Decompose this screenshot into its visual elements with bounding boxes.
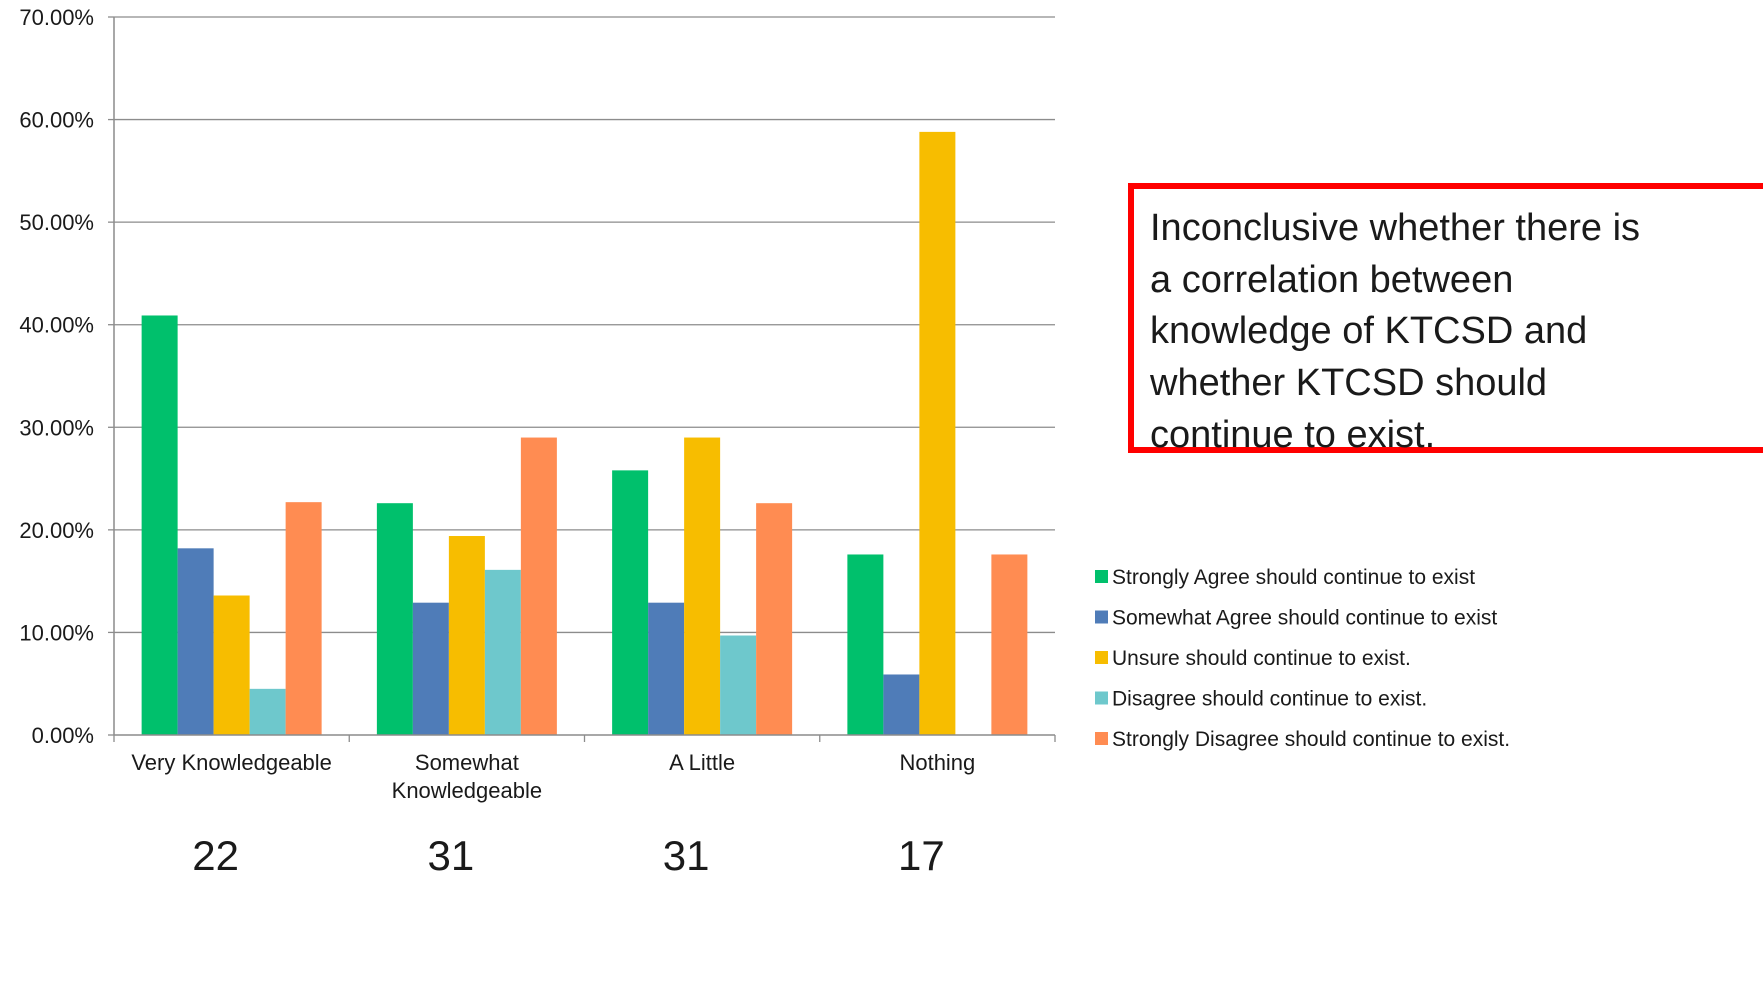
category-label: Very Knowledgeable bbox=[131, 750, 332, 775]
y-tick-label: 30.00% bbox=[19, 415, 94, 440]
y-tick-label: 50.00% bbox=[19, 210, 94, 235]
legend: Strongly Agree should continue to exist S… bbox=[1095, 566, 1510, 751]
category-label-line: Very Knowledgeable bbox=[131, 750, 332, 775]
category-label: Nothing bbox=[899, 750, 975, 775]
bars bbox=[141, 131, 1028, 735]
bar bbox=[883, 674, 920, 735]
bar bbox=[520, 437, 557, 735]
bar bbox=[648, 602, 685, 735]
y-tick-label: 40.00% bbox=[19, 313, 94, 338]
callout-box: Inconclusive whether there is a correlat… bbox=[1128, 183, 1763, 456]
count-label: 22 bbox=[192, 832, 239, 879]
bar bbox=[991, 554, 1028, 735]
count-labels: 22 31 31 17 bbox=[192, 832, 944, 879]
legend-label: Strongly Disagree should continue to exi… bbox=[1112, 728, 1510, 751]
gridlines bbox=[114, 16, 1055, 634]
y-tick-label: 60.00% bbox=[19, 108, 94, 133]
bar bbox=[177, 548, 214, 735]
category-label-line: A Little bbox=[669, 750, 735, 775]
y-tick-label: 70.00% bbox=[19, 5, 94, 30]
axes bbox=[108, 16, 1056, 742]
count-label: 17 bbox=[898, 832, 945, 879]
bar bbox=[448, 536, 485, 735]
bar bbox=[484, 569, 521, 735]
category-label: A Little bbox=[669, 750, 735, 775]
y-axis-tick-labels: 0.00% 10.00% 20.00% 30.00% 40.00% 50.00% 60.00… bbox=[19, 5, 94, 748]
category-label: Somewhat Knowledgeable bbox=[392, 750, 542, 803]
legend-swatch bbox=[1095, 570, 1108, 583]
count-label: 31 bbox=[428, 832, 475, 879]
bar bbox=[847, 554, 884, 735]
bar bbox=[612, 470, 649, 735]
category-label-line: Nothing bbox=[899, 750, 975, 775]
bar bbox=[249, 688, 286, 735]
bar bbox=[376, 503, 413, 735]
bar bbox=[285, 502, 322, 735]
y-tick-label: 0.00% bbox=[32, 723, 94, 748]
bar bbox=[720, 635, 757, 735]
legend-swatch bbox=[1095, 610, 1108, 624]
count-label: 31 bbox=[663, 832, 710, 879]
legend-swatch bbox=[1095, 732, 1108, 745]
legend-label: Somewhat Agree should continue to exist bbox=[1112, 607, 1497, 630]
bar bbox=[141, 315, 178, 735]
legend-swatch bbox=[1095, 691, 1108, 705]
bar bbox=[213, 595, 250, 735]
bar bbox=[919, 131, 956, 735]
y-tick-label: 10.00% bbox=[19, 620, 94, 645]
category-labels: Very Knowledgeable Somewhat Knowledgeable A… bbox=[131, 750, 975, 803]
y-tick-label: 20.00% bbox=[19, 518, 94, 543]
category-label-line: Knowledgeable bbox=[392, 778, 542, 803]
category-label-line: Somewhat bbox=[415, 750, 519, 775]
bar bbox=[412, 602, 449, 735]
bar bbox=[684, 437, 721, 735]
bar bbox=[756, 503, 793, 735]
legend-label: Unsure should continue to exist. bbox=[1112, 647, 1411, 670]
legend-label: Strongly Agree should continue to exist bbox=[1112, 566, 1475, 589]
legend-label: Disagree should continue to exist. bbox=[1112, 688, 1427, 711]
legend-swatch bbox=[1095, 651, 1108, 664]
